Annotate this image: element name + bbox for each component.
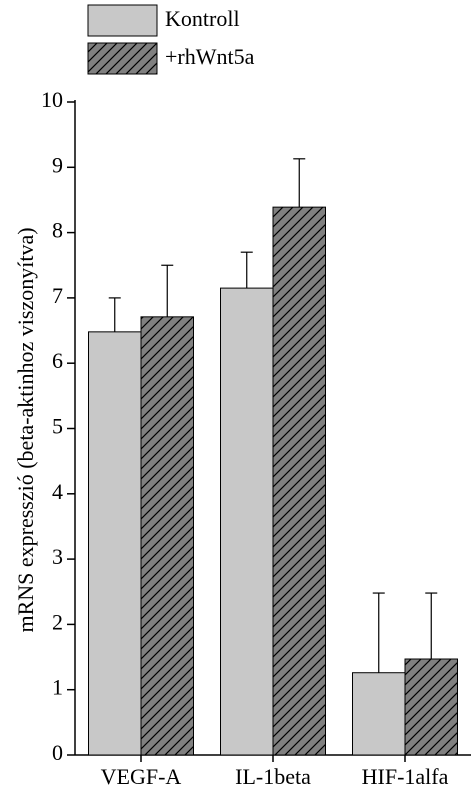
bar bbox=[352, 672, 406, 756]
y-tick-label: 2 bbox=[52, 609, 63, 634]
y-tick-label: 1 bbox=[52, 675, 63, 700]
y-tick-label: 4 bbox=[52, 479, 63, 504]
bar bbox=[220, 287, 274, 756]
x-tick-label: VEGF-A bbox=[101, 764, 182, 789]
legend-swatch bbox=[87, 4, 158, 37]
legend-label: Kontroll bbox=[165, 6, 240, 31]
legend-swatch bbox=[87, 42, 158, 75]
y-tick-label: 0 bbox=[52, 740, 63, 765]
bar bbox=[88, 331, 142, 756]
y-tick-label: 9 bbox=[52, 152, 63, 177]
y-tick-label: 10 bbox=[41, 87, 63, 112]
y-tick-label: 3 bbox=[52, 544, 63, 569]
y-tick-label: 6 bbox=[52, 348, 63, 373]
y-axis-label: mRNS expresszió (beta-aktinhoz viszonyít… bbox=[13, 227, 38, 632]
x-tick-label: IL-1beta bbox=[235, 764, 311, 789]
x-tick-label: HIF-1alfa bbox=[362, 764, 449, 789]
bar bbox=[272, 206, 326, 756]
y-tick-label: 5 bbox=[52, 414, 63, 439]
y-tick-label: 8 bbox=[52, 218, 63, 243]
y-tick-label: 7 bbox=[52, 283, 63, 308]
bar bbox=[140, 316, 194, 756]
bar bbox=[404, 658, 458, 756]
legend-label: +rhWnt5a bbox=[165, 44, 255, 69]
